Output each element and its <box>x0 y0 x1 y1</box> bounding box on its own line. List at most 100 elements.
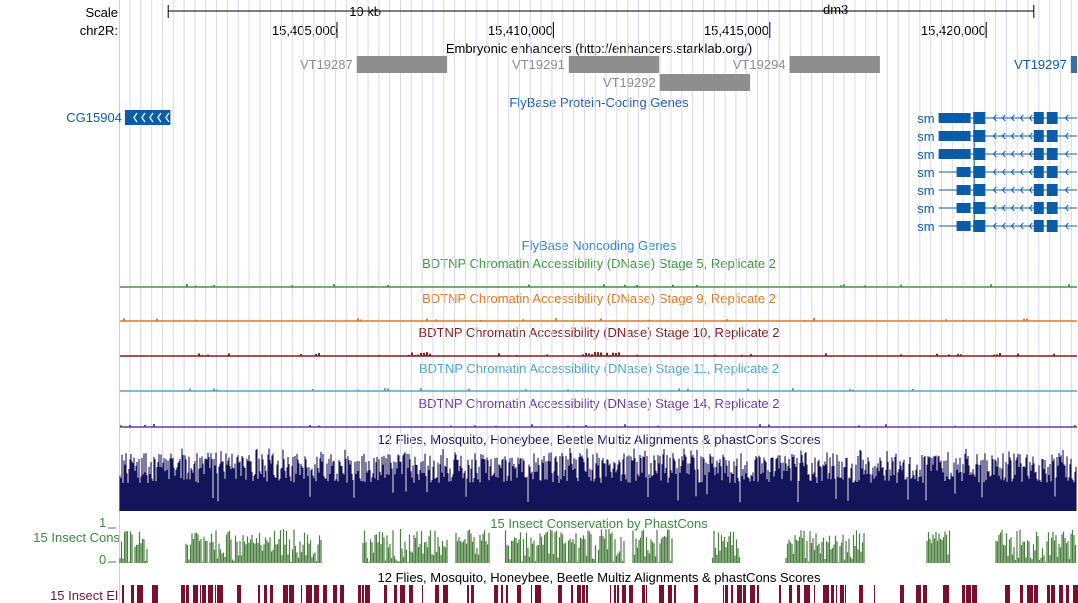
strand-arrow <box>1010 168 1015 176</box>
strand-arrow <box>1028 150 1033 158</box>
insect-el-track-title[interactable]: 12 Flies, Mosquito, Honeybee, Beetle Mul… <box>377 570 821 585</box>
dnase-signal <box>450 425 452 427</box>
insect-cons-track-title[interactable]: 15 Insect Conservation by PhastCons <box>490 516 708 531</box>
dnase-signal <box>624 284 626 287</box>
exon <box>973 112 986 124</box>
enhancer-block <box>659 74 751 91</box>
multiz-track-title[interactable]: 12 Flies, Mosquito, Honeybee, Beetle Mul… <box>377 432 821 447</box>
dnase-signal <box>768 424 770 427</box>
strand-arrow <box>1019 114 1024 122</box>
dnase-signal <box>468 388 470 391</box>
ruler-position-4: 15,420,000 <box>920 23 986 38</box>
dnase-stage9-title[interactable]: BDTNP Chromatin Accessibility (DNase) St… <box>422 291 776 306</box>
strand-arrow <box>1010 222 1015 230</box>
dnase-signal <box>588 353 590 356</box>
conserved-element <box>859 585 863 603</box>
dnase-signal <box>495 425 497 427</box>
dnase-signal <box>813 318 815 321</box>
dnase-stage5-title[interactable]: BDTNP Chromatin Accessibility (DNase) St… <box>422 256 776 271</box>
strand-arrow <box>1001 186 1006 194</box>
noncoding-track-title[interactable]: FlyBase Noncoding Genes <box>521 238 677 253</box>
conserved-element <box>152 585 158 603</box>
conserved-element <box>1005 585 1010 603</box>
conserved-element <box>789 585 792 603</box>
strand-arrow <box>1019 186 1024 194</box>
protein-coding-track-title[interactable]: FlyBase Protein-Coding Genes <box>509 95 689 110</box>
enhancers-track-title[interactable]: Embryonic enhancers (http://enhancers.st… <box>445 41 753 56</box>
strand-arrow <box>1019 150 1024 158</box>
conserved-element <box>723 585 724 603</box>
enhancer-label: VT19291 <box>512 57 565 72</box>
exon <box>973 184 986 196</box>
exon <box>1046 202 1058 214</box>
conserved-element <box>1034 585 1038 603</box>
conserved-element <box>668 585 672 603</box>
conserved-element <box>610 585 611 603</box>
dnase-signal <box>594 352 596 356</box>
dnase-signal <box>648 319 650 321</box>
dnase-signal <box>474 425 476 427</box>
conserved-element <box>737 585 742 603</box>
dnase-signal <box>885 424 887 427</box>
dnase-signal <box>312 388 314 391</box>
conserved-element <box>517 585 521 603</box>
strand-arrow <box>141 112 146 123</box>
conserved-element <box>757 585 759 603</box>
conserved-element <box>494 585 498 603</box>
insect-el-side-label[interactable]: 15 Insect El <box>50 588 118 603</box>
dnase-signal <box>309 425 311 427</box>
strand-arrow <box>1028 204 1033 212</box>
enhancer-block <box>789 56 880 73</box>
enhancer-block <box>1070 56 1077 73</box>
dnase-signal <box>195 319 197 321</box>
dnase-signal <box>996 389 998 391</box>
insect-cons-signal <box>119 529 1077 563</box>
dnase-signal <box>423 352 425 356</box>
conserved-element <box>283 585 288 603</box>
conserved-element <box>814 585 815 603</box>
enhancer-block <box>568 56 660 73</box>
exon <box>973 166 986 178</box>
conserved-element <box>874 585 875 603</box>
conserved-element <box>400 585 405 603</box>
dnase-signal <box>600 352 602 356</box>
conserved-element <box>131 585 134 603</box>
dnase-signal <box>153 424 155 427</box>
dnase-signal <box>912 388 914 391</box>
conserved-element <box>535 585 541 603</box>
dnase-signal <box>567 389 569 391</box>
exon <box>1033 130 1044 142</box>
dnase-signal <box>291 285 293 287</box>
conserved-element <box>804 585 810 603</box>
conserved-element <box>831 585 834 603</box>
dnase-signal <box>378 354 380 356</box>
exon <box>1046 130 1058 142</box>
conserved-element <box>797 585 800 603</box>
gene-label-sm: sm <box>917 165 934 180</box>
strand-arrow <box>1064 150 1069 158</box>
dnase-signal <box>636 354 638 356</box>
insect-cons-side-label[interactable]: 15 Insect Cons <box>33 530 120 545</box>
enhancer-label: VT19294 <box>733 57 786 72</box>
dnase-signal <box>189 388 191 391</box>
dnase-signal <box>213 285 215 287</box>
conserved-element <box>362 585 364 603</box>
conserved-element <box>617 585 619 603</box>
conserved-element <box>215 585 216 603</box>
conserved-element <box>731 585 733 603</box>
dnase-signal <box>900 284 902 287</box>
dnase-signal <box>957 354 959 356</box>
dnase-signal <box>576 389 578 391</box>
dnase-signal <box>615 352 617 356</box>
dnase-signal <box>963 319 965 321</box>
conserved-element <box>962 585 965 603</box>
gene-label-sm: sm <box>917 219 934 234</box>
conserved-element <box>409 585 413 603</box>
enhancer-label: VT19297 <box>1014 57 1067 72</box>
conserved-element <box>270 585 273 603</box>
conserved-element <box>923 585 927 603</box>
exon <box>1033 148 1044 160</box>
conserved-element <box>1020 585 1023 603</box>
